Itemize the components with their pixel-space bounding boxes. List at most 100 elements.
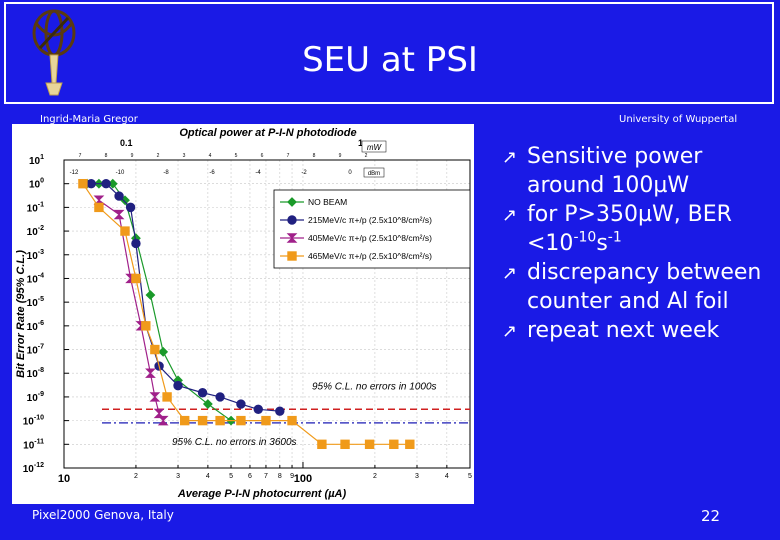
author-name: Ingrid-Maria Gregor: [40, 114, 138, 125]
armillary-sphere-logo: [32, 9, 76, 96]
bullet-text: -1: [607, 229, 622, 246]
x-tick-label: 10: [58, 473, 70, 485]
title-frame: [4, 2, 774, 104]
bullet-text: µ: [637, 202, 652, 227]
x-tick-label: 3: [176, 473, 180, 480]
institution-name: University of Wuppertal: [619, 114, 738, 125]
x-axis-label: Average P-I-N photocurrent (µA): [177, 488, 347, 500]
legend-label: 215MeV/c π+/p (2.5x10^8/cm²/s): [308, 215, 432, 225]
data-point: [150, 344, 160, 355]
bullet-text: W: [667, 173, 690, 198]
ber-chart: 10 2 3 4 5 6 7 8 9 100 2 3 4 510110010-110-210-310-41…: [15, 127, 472, 500]
data-point: [180, 415, 190, 426]
data-point: [286, 233, 298, 243]
top-axis-mw-minor-label: 7: [287, 153, 290, 159]
data-point: [197, 388, 208, 398]
x-tick-label: 5: [468, 473, 472, 480]
data-point: [141, 321, 151, 331]
chart-panel: 10 2 3 4 5 6 7 8 9 100 2 3 4 5 101 100 10-1 10-2 10-3 10-4 1…: [12, 124, 474, 504]
data-point: [236, 399, 246, 409]
y-tick-label: 10-6: [27, 320, 44, 333]
data-point: [261, 415, 271, 426]
data-point: [253, 404, 263, 415]
bullet-list: ↗ Sensitive power around 100µW ↗ for P>350µ…: [502, 142, 772, 345]
data-point: [162, 392, 172, 402]
data-point: [94, 202, 104, 213]
page-number: 22: [701, 507, 721, 525]
y-tick-label: 100: [29, 178, 44, 191]
footer-text: Pixel2000 Genova, Italy: [32, 508, 174, 522]
x-tick-label: 3: [415, 473, 419, 480]
legend-label: NO BEAM: [308, 197, 347, 207]
y-tick-label: 10-9: [27, 391, 44, 404]
data-point: [317, 439, 327, 450]
bullet-text: for P>350: [527, 202, 638, 227]
data-point: [389, 439, 399, 450]
data-point: [114, 191, 124, 201]
y-tick-label: 10-8: [27, 367, 44, 380]
x-tick-label: 8: [278, 473, 282, 480]
y-tick-label: 10-3: [27, 249, 44, 262]
arrow-up-right-icon: ↗: [502, 263, 518, 284]
x-tick-label: 2: [373, 473, 377, 480]
data-point: [78, 178, 88, 189]
x-tick-label: 6: [248, 473, 252, 480]
data-point: [287, 251, 297, 261]
data-point: [149, 392, 161, 402]
bullet-text: s: [596, 231, 608, 256]
data-point: [158, 346, 169, 357]
data-point: [202, 399, 213, 409]
data-point: [120, 226, 130, 236]
bullet-text: Sensitive power around 100: [527, 144, 703, 198]
top-axis-dbm-tick: -6: [209, 170, 215, 176]
y-tick-label: 10-1: [27, 201, 44, 214]
y-tick-label: 10-5: [27, 296, 44, 309]
top-axis-mw-minor-label: 9: [339, 153, 342, 159]
top-axis-mw-minor-label: 4: [209, 153, 212, 159]
top-axis-mw-minor-label: 2: [157, 153, 160, 159]
arrow-up-right-icon: ↗: [502, 147, 518, 168]
slide-title: SEU at PSI: [302, 40, 478, 80]
data-point: [153, 408, 165, 419]
top-axis-mw-unit: mW: [367, 143, 383, 152]
reference-line-label: 95% C.L. no errors in 1000s: [312, 381, 437, 392]
data-point: [215, 415, 225, 426]
data-point: [340, 439, 350, 450]
data-point: [86, 178, 96, 189]
x-tick-label: 4: [206, 473, 210, 480]
x-tick-label: 7: [264, 473, 268, 480]
data-point: [275, 406, 285, 416]
legend-box: [273, 189, 471, 269]
data-point: [364, 439, 375, 450]
x-tick-label: 2: [134, 473, 138, 480]
reference-line-label: 95% C.L. no errors in 3600s: [172, 437, 297, 448]
y-axis-label: Bit Error Rate (95% C.L.): [15, 250, 27, 378]
x-tick-label: 100: [294, 473, 312, 485]
legend-label: 465MeV/c π+/p (2.5x10^8/cm²/s): [308, 251, 432, 261]
y-tick-label: 10-4: [27, 272, 44, 285]
data-point: [173, 380, 183, 391]
top-axis-mw-tick: 1: [358, 138, 363, 148]
arrow-up-right-icon: ↗: [502, 321, 518, 342]
bullet-text: W, BER <10: [527, 202, 732, 256]
bullet-text: -10: [573, 229, 597, 246]
y-tick-label: 10-10: [23, 415, 44, 428]
top-axis-dbm-tick: -8: [163, 170, 169, 176]
data-point: [145, 290, 156, 300]
data-point: [405, 439, 415, 450]
data-point: [197, 415, 208, 426]
top-axis-mw-minor-label: 6: [261, 153, 264, 159]
bullet-item: ↗ Sensitive power around 100µW: [502, 142, 772, 200]
top-axis-mw-minor-label: 3: [183, 153, 186, 159]
top-axis-dbm-tick: 0: [348, 170, 352, 176]
y-tick-label: 10-7: [27, 344, 44, 357]
y-tick-label: 10-2: [27, 225, 44, 238]
data-point: [131, 238, 141, 249]
top-axis-mw-minor-label: 7: [79, 153, 82, 159]
chart-title: Optical power at P-I-N photodiode: [179, 127, 356, 139]
x-tick-label: 9: [290, 473, 294, 480]
top-axis-dbm-unit: dBm: [368, 171, 380, 177]
plot-frame: [63, 159, 471, 469]
data-point: [215, 392, 225, 402]
data-point: [157, 415, 169, 426]
